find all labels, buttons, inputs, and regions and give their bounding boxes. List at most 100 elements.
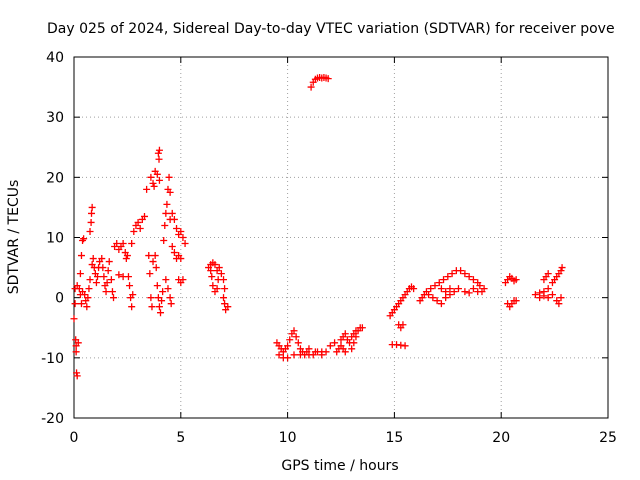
data-point xyxy=(211,288,219,296)
data-point xyxy=(164,285,172,293)
data-point xyxy=(98,255,106,263)
data-point xyxy=(457,267,465,275)
data-points xyxy=(70,73,566,380)
data-point xyxy=(177,255,185,263)
data-point xyxy=(150,182,158,190)
data-point xyxy=(437,285,445,293)
data-point xyxy=(129,291,137,299)
data-point xyxy=(221,285,229,293)
data-point xyxy=(162,209,170,217)
data-point xyxy=(286,336,294,344)
data-point xyxy=(220,294,228,302)
data-point xyxy=(177,227,185,235)
data-point xyxy=(341,330,349,338)
data-point xyxy=(435,279,443,287)
data-point xyxy=(170,249,178,257)
data-point xyxy=(401,342,409,350)
data-point xyxy=(512,276,520,284)
data-point xyxy=(110,294,118,302)
data-point xyxy=(126,282,134,290)
y-axis-label: SDTVAR / TECUs xyxy=(6,180,22,295)
data-point xyxy=(145,252,153,260)
data-point xyxy=(465,289,473,297)
x-tick-label: 10 xyxy=(279,430,297,446)
data-point xyxy=(76,270,84,278)
data-point xyxy=(284,354,292,362)
data-point xyxy=(444,273,452,281)
data-point xyxy=(399,321,407,329)
data-point xyxy=(153,170,161,178)
data-point xyxy=(107,276,115,284)
data-point xyxy=(75,285,83,293)
data-point xyxy=(80,235,88,243)
data-point xyxy=(179,276,187,284)
data-point xyxy=(476,282,484,290)
data-point xyxy=(544,294,552,302)
data-point xyxy=(77,300,85,308)
data-point xyxy=(85,285,93,293)
data-point xyxy=(352,333,360,341)
data-point xyxy=(331,339,339,347)
data-point xyxy=(322,348,330,356)
data-point xyxy=(157,309,165,317)
data-point xyxy=(92,279,100,287)
data-point xyxy=(162,276,170,284)
data-point xyxy=(309,351,317,359)
x-tick-label: 15 xyxy=(385,430,403,446)
data-point xyxy=(208,273,216,281)
data-point xyxy=(83,303,91,311)
data-point xyxy=(348,345,356,353)
data-point xyxy=(166,188,174,196)
data-point xyxy=(221,300,229,308)
y-axis: -20 -10 0 10 20 30 40 xyxy=(41,50,608,427)
data-point xyxy=(128,240,136,248)
data-point xyxy=(294,339,302,347)
data-point xyxy=(440,276,448,284)
data-point xyxy=(149,179,157,187)
data-point xyxy=(159,288,167,296)
data-point xyxy=(557,267,565,275)
data-point xyxy=(469,285,477,293)
data-point xyxy=(154,294,162,302)
data-point xyxy=(217,270,225,278)
y-tick-label: 20 xyxy=(46,170,64,186)
data-point xyxy=(147,294,155,302)
data-point xyxy=(448,270,456,278)
data-point xyxy=(531,291,539,299)
data-point xyxy=(442,294,450,302)
data-point xyxy=(544,285,552,293)
data-point xyxy=(140,212,148,220)
data-point xyxy=(548,291,556,299)
data-point xyxy=(84,294,92,302)
x-axis: 0 5 10 15 20 25 xyxy=(70,57,617,446)
data-point xyxy=(155,176,163,184)
data-point xyxy=(153,282,161,290)
data-point xyxy=(72,348,80,356)
data-point xyxy=(540,292,548,300)
data-point xyxy=(555,300,563,308)
data-point xyxy=(148,303,156,311)
data-point xyxy=(119,240,127,248)
data-point xyxy=(160,237,168,245)
data-point xyxy=(99,264,107,272)
data-point xyxy=(165,173,173,181)
data-point xyxy=(87,218,95,226)
data-point xyxy=(134,218,142,226)
data-point xyxy=(429,294,437,302)
x-tick-label: 5 xyxy=(176,430,185,446)
data-point xyxy=(167,300,175,308)
data-point xyxy=(290,351,298,359)
data-point xyxy=(163,200,171,208)
data-point xyxy=(113,240,121,248)
y-tick-label: -10 xyxy=(41,351,64,367)
data-point xyxy=(536,294,544,302)
data-point xyxy=(427,285,435,293)
y-tick-label: 0 xyxy=(55,291,64,307)
y-tick-label: -20 xyxy=(41,411,64,427)
data-point xyxy=(155,146,163,154)
data-point xyxy=(73,372,81,380)
data-point xyxy=(128,303,136,311)
data-point xyxy=(168,209,176,217)
data-point xyxy=(168,243,176,251)
data-point xyxy=(124,273,132,281)
